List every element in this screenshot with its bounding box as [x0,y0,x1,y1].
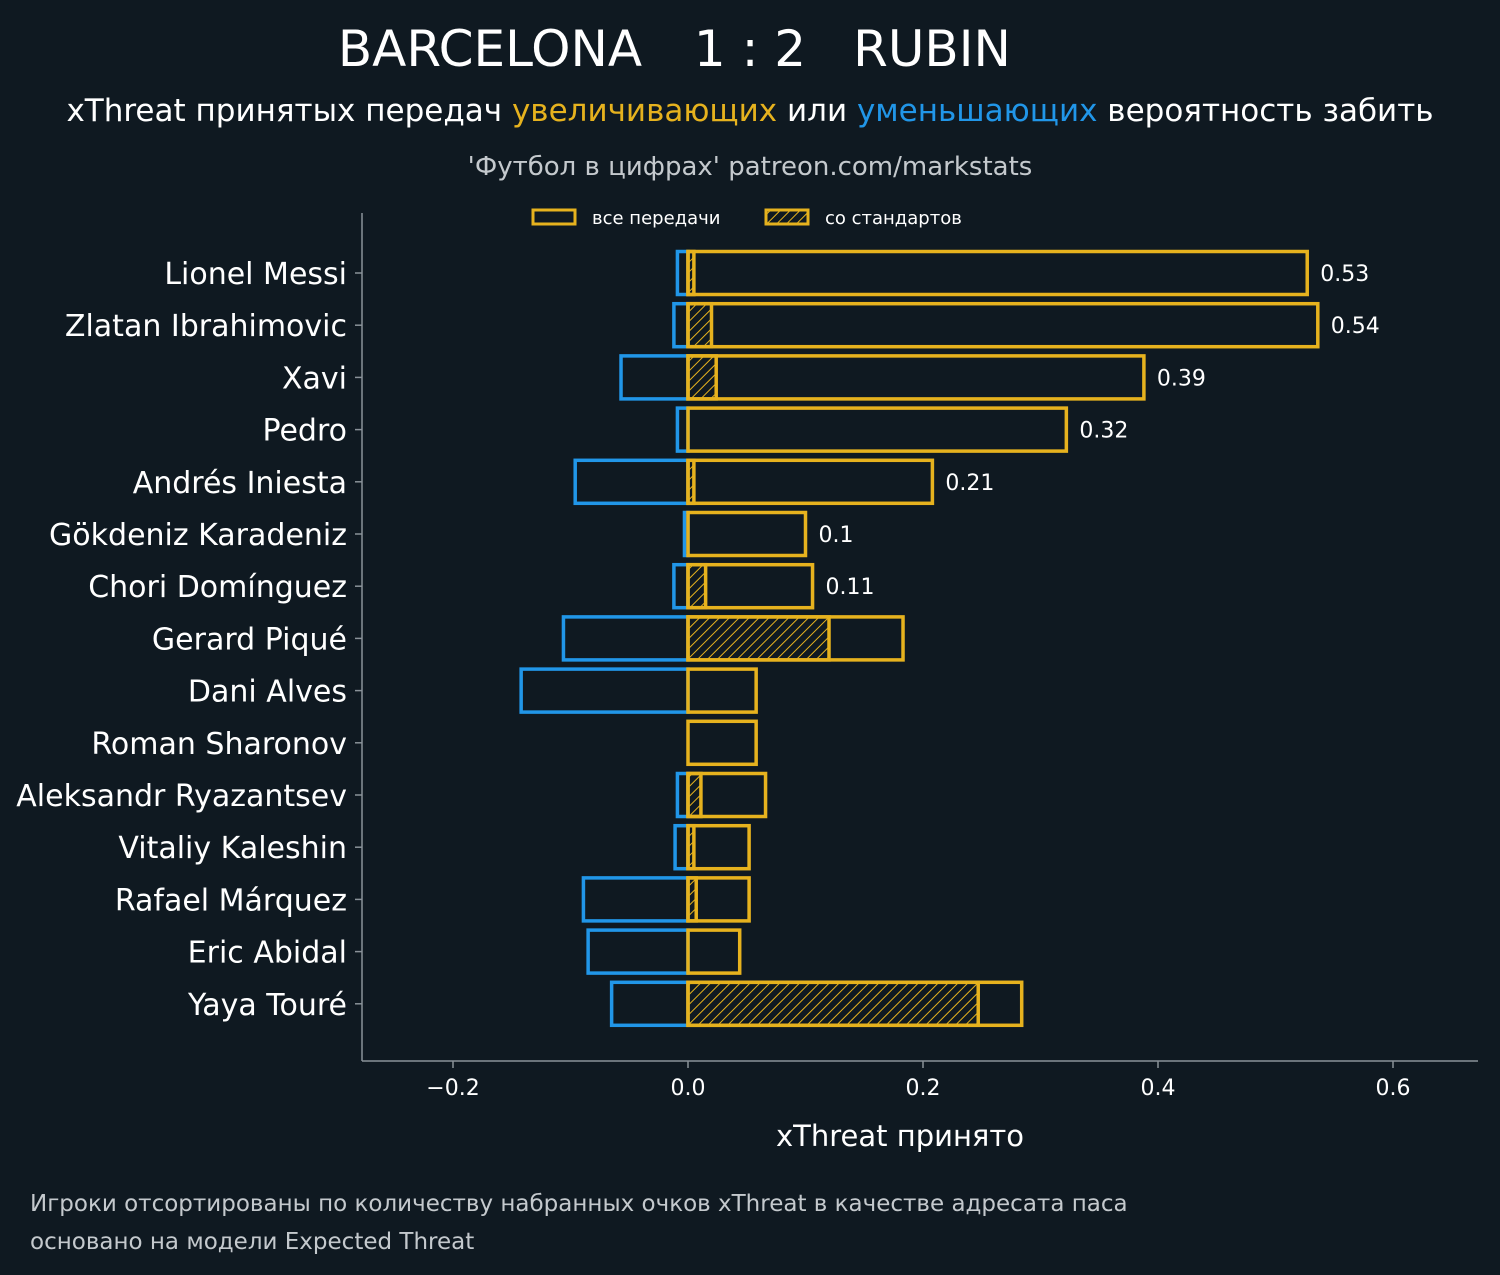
bar-all-passes [686,771,768,819]
legend-swatch-all-passes [531,208,577,226]
value-label: 0.53 [1320,262,1369,287]
player-name-label: Zlatan Ibrahimovic [65,309,347,344]
bar-set-pieces [686,301,714,349]
subtitle-part-1: увеличивающих [512,93,777,129]
bar-negative [573,458,690,506]
x-tick-label: 0.0 [671,1076,706,1101]
bar-negative [581,876,690,923]
bar-negative [586,928,690,975]
bar-all-passes [686,719,758,767]
subtitle-part-3: уменьшающих [857,93,1098,129]
legend-label-set-pieces: со стандартов [825,208,962,229]
subtitle-part-0: xThreat принятых передач [66,93,512,129]
value-label: 0.32 [1079,419,1128,444]
player-name-label: Gerard Piqué [152,622,347,657]
bars-layer: 0.53 0.54 0.39 0.32 0.21 0.1 0.11 [519,249,1380,1028]
score-title: 1 : 2 [694,20,806,78]
bar-all-passes [686,354,1146,401]
bar-negative [561,615,690,662]
value-label: 0.54 [1331,314,1380,339]
player-name-label: Roman Sharonov [91,727,347,762]
credit-line: 'Футбол в цифрах' patreon.com/markstats [468,152,1033,182]
player-name-label: Aleksandr Ryazantsev [16,779,347,814]
bar-negative [609,980,690,1028]
bar-negative [519,667,690,714]
home-team-title: BARCELONA [338,20,642,78]
value-label: 0.11 [826,575,875,600]
subtitle-part-4: вероятность забить [1097,93,1433,129]
away-team-title: RUBIN [853,20,1011,78]
player-name-label: Rafael Márquez [115,883,347,918]
bar-set-pieces [686,354,718,401]
player-name-label: Xavi [282,361,347,396]
x-tick-label: −0.2 [426,1076,479,1101]
bar-set-pieces [686,771,703,819]
player-name-label: Chori Domínguez [88,570,347,605]
subtitle-part-2: или [777,93,857,129]
x-tick-label: 0.4 [1141,1076,1176,1101]
bar-all-passes [686,615,905,662]
player-name-label: Gökdeniz Karadeniz [49,518,347,553]
bar-all-passes [686,667,758,714]
x-axis-label: xThreat принято [776,1119,1024,1153]
player-name-label: Eric Abidal [188,936,347,971]
bar-negative [672,562,690,610]
value-label: 0.21 [945,471,994,496]
player-name-label: Vitaliy Kaleshin [118,831,347,866]
bar-all-passes [686,876,751,923]
legend: все передачи со стандартов [531,208,962,229]
legend-label-all-passes: все передачи [592,208,720,229]
value-label: 0.39 [1157,366,1206,391]
bar-all-passes [686,406,1069,453]
bar-all-passes [686,928,742,975]
bar-negative [672,301,690,349]
player-name-label: Lionel Messi [164,257,347,292]
bar-all-passes [686,562,815,610]
footnote-line-2: основано на модели Expected Threat [30,1229,474,1255]
footnote-line-1: Игроки отсортированы по количеству набра… [30,1191,1128,1217]
player-name-label: Andrés Iniesta [133,466,347,501]
player-name-label: Yaya Touré [187,988,347,1023]
bar-set-pieces [686,562,708,610]
bar-all-passes [686,823,751,871]
player-name-label: Dani Alves [188,675,347,710]
y-labels-layer: Lionel Messi Zlatan Ibrahimovic Xavi Pedro A… [16,257,362,1023]
bar-all-passes [686,458,935,506]
bar-set-pieces [686,615,831,662]
value-label: 0.1 [819,523,854,548]
bar-negative [673,823,690,871]
bar-all-passes [686,249,1309,297]
x-tick-label: 0.2 [906,1076,941,1101]
x-tick-label: 0.6 [1376,1076,1411,1101]
bar-all-passes [686,980,1024,1028]
chart-subtitle: xThreat принятых передач увеличивающих и… [66,93,1433,129]
bar-all-passes [686,301,1320,349]
x-ticks-layer: −0.2 0.0 0.2 0.4 0.6 [426,1061,1411,1101]
bar-set-pieces [686,980,980,1028]
bar-negative [619,354,690,401]
player-name-label: Pedro [262,414,347,449]
bar-all-passes [686,510,808,558]
legend-swatch-set-pieces [764,208,810,226]
